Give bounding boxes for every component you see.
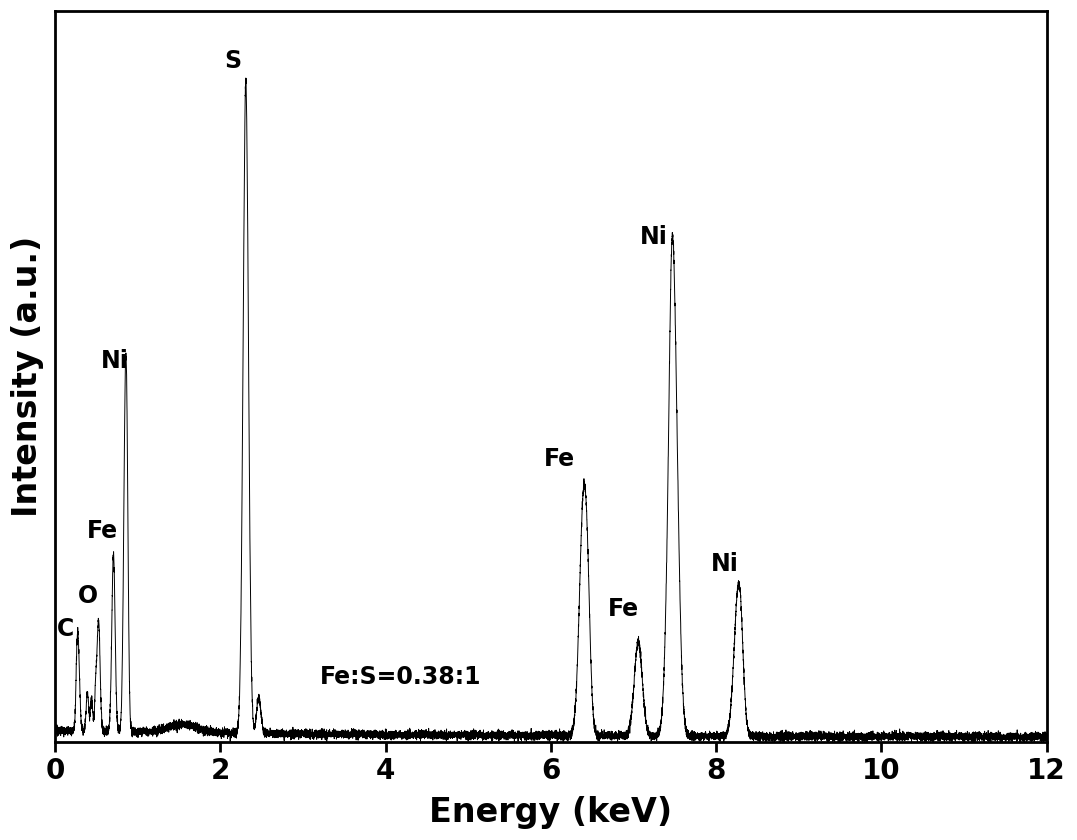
Text: Fe: Fe xyxy=(87,519,117,543)
Text: Fe: Fe xyxy=(544,448,575,471)
Text: S: S xyxy=(224,49,241,73)
Text: Fe: Fe xyxy=(609,597,639,622)
Y-axis label: Intensity (a.u.): Intensity (a.u.) xyxy=(11,236,44,517)
Text: O: O xyxy=(78,585,98,608)
X-axis label: Energy (keV): Energy (keV) xyxy=(430,795,672,829)
Text: Ni: Ni xyxy=(640,225,668,249)
Text: Ni: Ni xyxy=(711,552,739,575)
Text: C: C xyxy=(57,617,74,641)
Text: Ni: Ni xyxy=(101,349,128,374)
Text: Fe:S=0.38:1: Fe:S=0.38:1 xyxy=(320,665,481,689)
